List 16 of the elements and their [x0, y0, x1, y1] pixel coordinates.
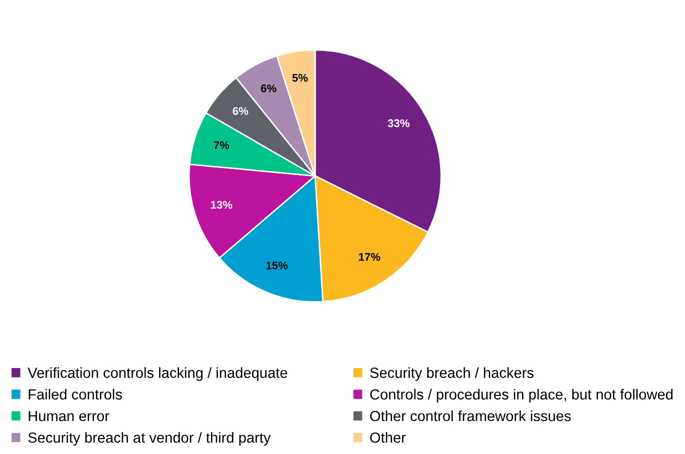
legend-label: Security breach at vendor / third party [28, 432, 271, 446]
legend-label: Other [370, 432, 406, 443]
data-label: 17% [358, 253, 380, 261]
data-label: 13% [210, 200, 232, 209]
legend-label: Verification controls lacking / inadequate [28, 367, 288, 381]
data-label: 6% [232, 107, 248, 115]
legend-label: Security breach / hackers [370, 367, 534, 381]
data-label: 5% [292, 74, 308, 82]
data-label: 15% [266, 262, 288, 270]
data-label: 33% [388, 119, 410, 128]
legend-label: Failed controls [28, 388, 122, 400]
legend-label: Other control framework issues [370, 410, 571, 422]
legend-label: Controls / procedures in place, but not followed [370, 388, 673, 402]
legend-label: Human error [28, 411, 110, 422]
data-label: 7% [214, 141, 230, 150]
data-label: 6% [260, 84, 276, 92]
